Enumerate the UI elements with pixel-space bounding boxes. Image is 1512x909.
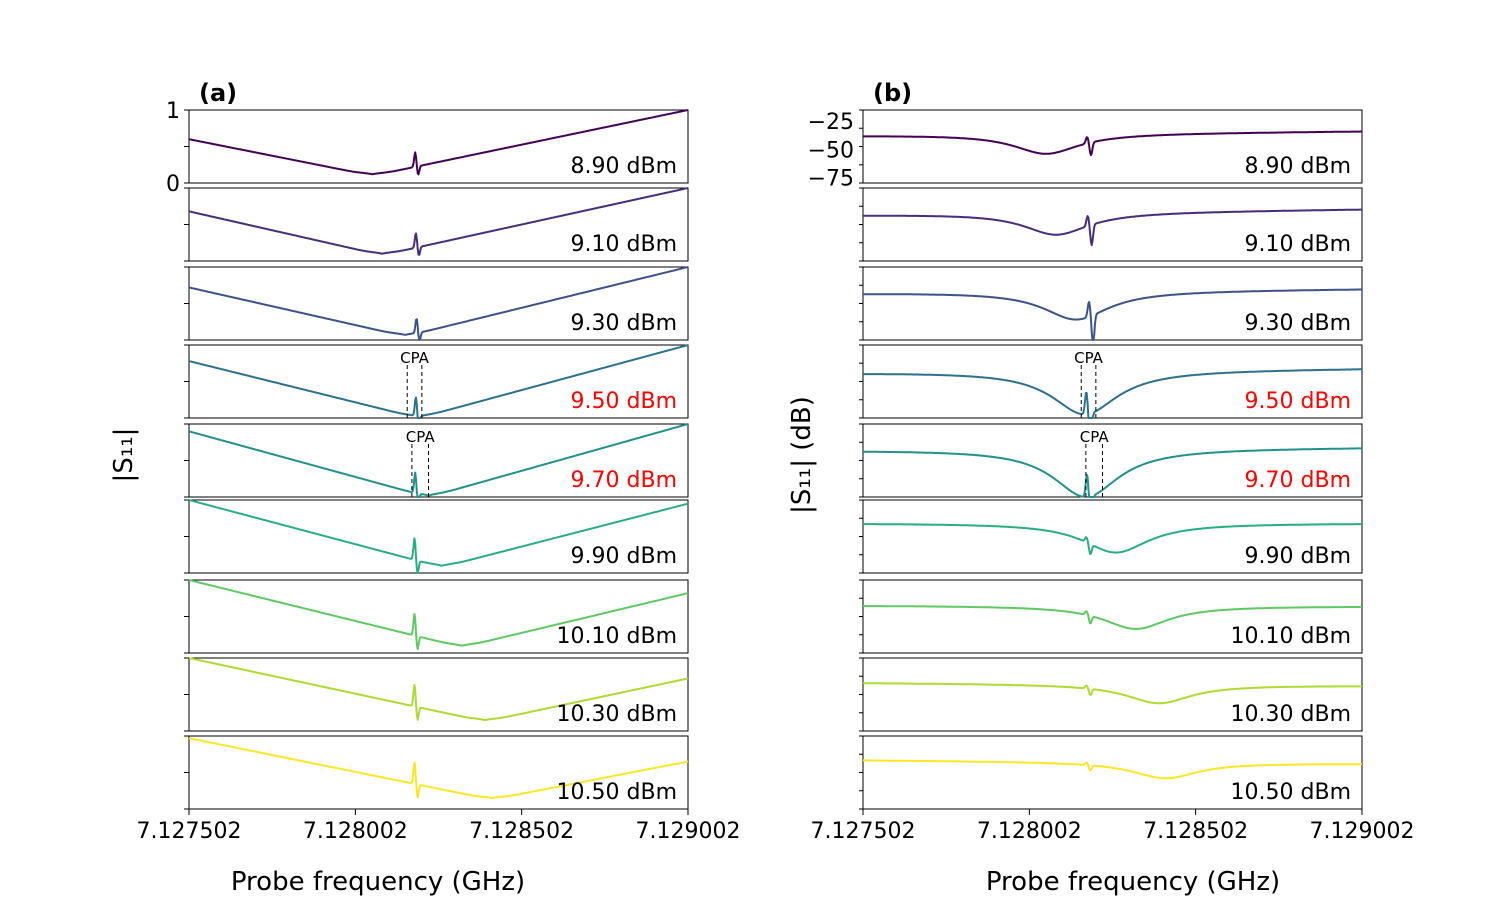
series-label: 9.90 dBm (1245, 544, 1351, 569)
subplot-a-5: 9.90 dBm (184, 499, 689, 574)
series-line (862, 605, 1363, 630)
series-line (862, 447, 1363, 498)
series-line (188, 657, 689, 721)
series-label: 9.10 dBm (1245, 232, 1351, 257)
x-tick-label: 7.129002 (1310, 819, 1415, 844)
series-label: 8.90 dBm (571, 154, 677, 179)
subplot-b-7: 10.30 dBm (859, 657, 1363, 732)
subplot-b-8: 10.50 dBm (859, 735, 1363, 810)
x-tick-label: 7.128002 (303, 819, 408, 844)
y-tick-label: 1 (166, 99, 180, 124)
subplot-b-2: 9.30 dBm (859, 266, 1363, 341)
subplot-a-7: 10.30 dBm (184, 657, 689, 732)
series-label: 8.90 dBm (1245, 154, 1351, 179)
cpa-label: CPA (400, 349, 430, 367)
series-label: 9.50 dBm (1245, 389, 1351, 414)
cpa-label: CPA (406, 428, 436, 446)
x-axis-title-b: Probe frequency (GHz) (986, 867, 1280, 897)
cpa-label: CPA (1074, 349, 1104, 367)
subplot-a-2: 9.30 dBm (184, 266, 689, 341)
subplot-b-5: 9.90 dBm (859, 499, 1363, 574)
x-axis-title-a: Probe frequency (GHz) (231, 867, 525, 897)
x-tick-label: 7.128002 (977, 819, 1082, 844)
series-label: 10.30 dBm (557, 702, 677, 727)
x-tick-label: 7.128502 (1143, 819, 1248, 844)
series-label: 9.70 dBm (1245, 468, 1351, 493)
x-tick-label: 7.128502 (469, 819, 574, 844)
series-line (188, 499, 689, 574)
y-tick-label: −75 (808, 166, 854, 191)
series-label: 10.30 dBm (1231, 702, 1351, 727)
series-label: 9.70 dBm (571, 468, 677, 493)
series-line (862, 288, 1363, 341)
series-line (862, 208, 1363, 247)
cpa-label: CPA (1080, 428, 1110, 446)
series-label: 9.10 dBm (571, 232, 677, 257)
series-line (188, 187, 689, 256)
subplot-a-1: 9.10 dBm (184, 187, 689, 262)
subplot-b-6: 10.10 dBm (859, 579, 1363, 654)
series-line (188, 109, 689, 176)
series-line (188, 344, 689, 419)
series-label: 10.10 dBm (557, 624, 677, 649)
series-label: 10.50 dBm (1231, 780, 1351, 805)
series-line (188, 579, 689, 650)
series-label: 10.10 dBm (1231, 624, 1351, 649)
series-label: 9.90 dBm (571, 544, 677, 569)
subplot-b-4: 9.70 dBm CPA (859, 423, 1363, 498)
x-tick-label: 7.129002 (636, 819, 741, 844)
x-tick-label: 7.127502 (137, 819, 242, 844)
series-line (862, 759, 1363, 780)
y-tick-label: −50 (808, 138, 854, 163)
series-line (188, 423, 689, 498)
panel-a-tag: (a) (199, 79, 237, 107)
subplot-b-3: 9.50 dBm CPA (859, 344, 1363, 419)
subplot-b-0: 8.90 dBm (859, 109, 1363, 184)
x-tick-label: 7.127502 (811, 819, 916, 844)
y-axis-title-a: |S₁₁| (109, 428, 139, 483)
subplot-a-6: 10.10 dBm (184, 579, 689, 654)
series-label: 9.30 dBm (1245, 311, 1351, 336)
subplot-a-3: 9.50 dBm CPA (184, 344, 689, 419)
series-label: 9.30 dBm (571, 311, 677, 336)
series-line (862, 368, 1363, 419)
series-line (862, 523, 1363, 555)
panel-b-tag: (b) (873, 79, 912, 107)
y-tick-label: −25 (808, 110, 854, 135)
subplot-a-8: 10.50 dBm (184, 735, 689, 810)
subplot-b-1: 9.10 dBm (859, 187, 1363, 262)
y-axis-title-b: |S₁₁| (dB) (787, 396, 817, 514)
y-tick-label: 0 (166, 172, 180, 197)
series-line (188, 737, 689, 799)
series-line (188, 266, 689, 341)
subplot-a-4: 9.70 dBm CPA (184, 423, 689, 498)
series-label: 9.50 dBm (571, 389, 677, 414)
series-line (862, 130, 1363, 157)
series-line (862, 682, 1363, 705)
subplot-a-0: 8.90 dBm (184, 109, 689, 184)
series-label: 10.50 dBm (557, 780, 677, 805)
